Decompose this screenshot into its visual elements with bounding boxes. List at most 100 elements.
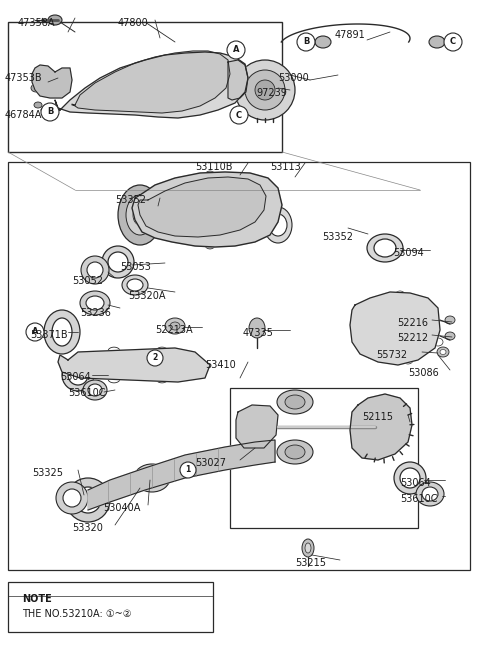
Circle shape xyxy=(227,41,245,59)
Ellipse shape xyxy=(445,316,455,324)
Ellipse shape xyxy=(141,469,163,487)
Ellipse shape xyxy=(445,332,455,340)
Text: 52213A: 52213A xyxy=(155,325,192,335)
Polygon shape xyxy=(132,172,282,247)
Ellipse shape xyxy=(170,322,180,330)
Text: 52115: 52115 xyxy=(362,412,393,422)
Ellipse shape xyxy=(108,375,120,383)
Polygon shape xyxy=(350,292,440,365)
Text: A: A xyxy=(32,327,38,336)
Ellipse shape xyxy=(126,195,154,235)
Ellipse shape xyxy=(367,234,403,262)
Ellipse shape xyxy=(165,318,185,334)
Ellipse shape xyxy=(156,375,168,383)
Text: 52212: 52212 xyxy=(397,333,428,343)
Text: 53610C: 53610C xyxy=(400,494,437,504)
Ellipse shape xyxy=(33,74,43,82)
Ellipse shape xyxy=(62,359,94,391)
Ellipse shape xyxy=(433,338,443,346)
Ellipse shape xyxy=(437,347,449,357)
Ellipse shape xyxy=(134,464,170,492)
Ellipse shape xyxy=(205,241,215,249)
Text: 53371B: 53371B xyxy=(30,330,68,340)
Ellipse shape xyxy=(440,350,446,354)
Text: 53113: 53113 xyxy=(270,162,301,172)
Text: 55732: 55732 xyxy=(376,350,407,360)
Ellipse shape xyxy=(122,275,148,295)
Bar xyxy=(8,22,282,152)
Text: THE NO.53210A: ①~②: THE NO.53210A: ①~② xyxy=(22,609,132,619)
Polygon shape xyxy=(138,177,266,237)
Ellipse shape xyxy=(277,440,313,464)
Ellipse shape xyxy=(252,223,263,231)
Text: 53052: 53052 xyxy=(72,276,103,286)
Ellipse shape xyxy=(56,482,88,514)
Text: A: A xyxy=(233,45,239,55)
Ellipse shape xyxy=(81,256,109,284)
Text: 53094: 53094 xyxy=(393,248,424,258)
Text: B: B xyxy=(47,108,53,116)
Ellipse shape xyxy=(87,262,103,278)
Polygon shape xyxy=(58,348,210,382)
Ellipse shape xyxy=(83,380,107,400)
Ellipse shape xyxy=(157,223,168,231)
Ellipse shape xyxy=(84,361,96,369)
Text: 53215: 53215 xyxy=(295,558,326,568)
Ellipse shape xyxy=(68,365,88,385)
Bar xyxy=(230,388,418,528)
Ellipse shape xyxy=(394,462,426,494)
Ellipse shape xyxy=(367,351,377,359)
Ellipse shape xyxy=(360,301,370,309)
Text: C: C xyxy=(236,110,242,120)
Ellipse shape xyxy=(422,487,438,501)
Ellipse shape xyxy=(157,188,168,196)
Bar xyxy=(352,408,412,424)
Ellipse shape xyxy=(88,384,102,396)
Text: 47800: 47800 xyxy=(118,18,149,28)
Ellipse shape xyxy=(245,70,285,110)
Text: 53352: 53352 xyxy=(322,232,353,242)
Circle shape xyxy=(41,103,59,121)
Text: 52216: 52216 xyxy=(397,318,428,328)
Text: 47358A: 47358A xyxy=(18,18,56,28)
Text: 53000: 53000 xyxy=(278,73,309,83)
Polygon shape xyxy=(32,65,72,98)
Text: 97239: 97239 xyxy=(256,88,287,98)
Text: 53110B: 53110B xyxy=(195,162,232,172)
Ellipse shape xyxy=(75,487,101,513)
Ellipse shape xyxy=(400,468,420,488)
Ellipse shape xyxy=(127,279,143,291)
Ellipse shape xyxy=(285,395,305,409)
Ellipse shape xyxy=(374,239,396,257)
Ellipse shape xyxy=(429,36,445,48)
Text: C: C xyxy=(450,37,456,47)
Ellipse shape xyxy=(86,296,104,310)
Circle shape xyxy=(444,33,462,51)
Text: 53320: 53320 xyxy=(72,523,103,533)
Ellipse shape xyxy=(245,407,269,447)
Ellipse shape xyxy=(315,36,331,48)
Text: 53410: 53410 xyxy=(205,360,236,370)
Ellipse shape xyxy=(118,185,162,245)
Polygon shape xyxy=(72,51,230,113)
Ellipse shape xyxy=(66,478,110,522)
Ellipse shape xyxy=(37,66,47,74)
Text: B: B xyxy=(303,37,309,47)
Ellipse shape xyxy=(31,84,41,92)
Ellipse shape xyxy=(102,246,134,278)
Text: 53610C: 53610C xyxy=(68,388,106,398)
Text: 2: 2 xyxy=(152,354,157,362)
Circle shape xyxy=(297,33,315,51)
Ellipse shape xyxy=(41,107,49,113)
Ellipse shape xyxy=(63,489,81,507)
Circle shape xyxy=(147,350,163,366)
Text: 46784A: 46784A xyxy=(5,110,42,120)
Ellipse shape xyxy=(302,539,314,557)
Text: 1: 1 xyxy=(185,465,191,475)
Circle shape xyxy=(180,462,196,478)
Ellipse shape xyxy=(285,445,305,459)
Circle shape xyxy=(230,106,248,124)
Ellipse shape xyxy=(108,347,120,355)
Text: 53320A: 53320A xyxy=(128,291,166,301)
Bar xyxy=(8,582,213,632)
